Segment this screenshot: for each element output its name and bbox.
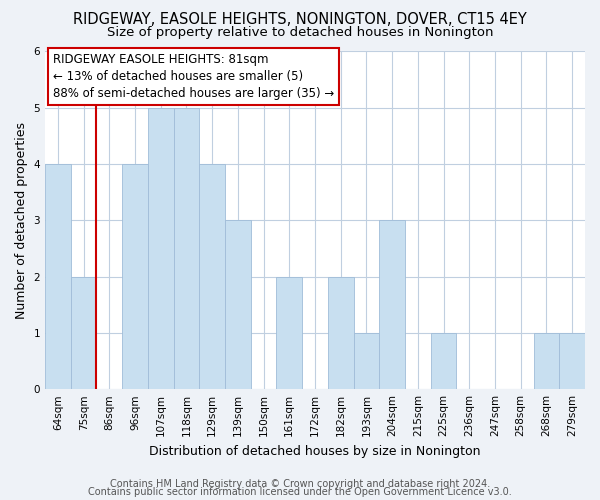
Text: RIDGEWAY, EASOLE HEIGHTS, NONINGTON, DOVER, CT15 4EY: RIDGEWAY, EASOLE HEIGHTS, NONINGTON, DOV… <box>73 12 527 28</box>
Bar <box>559 333 585 389</box>
Bar <box>199 164 225 389</box>
Bar <box>328 276 353 389</box>
Text: RIDGEWAY EASOLE HEIGHTS: 81sqm
← 13% of detached houses are smaller (5)
88% of s: RIDGEWAY EASOLE HEIGHTS: 81sqm ← 13% of … <box>53 53 334 100</box>
Text: Contains HM Land Registry data © Crown copyright and database right 2024.: Contains HM Land Registry data © Crown c… <box>110 479 490 489</box>
Bar <box>353 333 379 389</box>
Bar <box>431 333 457 389</box>
Y-axis label: Number of detached properties: Number of detached properties <box>15 122 28 319</box>
Bar <box>45 164 71 389</box>
Bar <box>71 276 97 389</box>
Bar <box>277 276 302 389</box>
Bar <box>533 333 559 389</box>
Bar <box>148 108 173 389</box>
Bar <box>122 164 148 389</box>
X-axis label: Distribution of detached houses by size in Nonington: Distribution of detached houses by size … <box>149 444 481 458</box>
Bar <box>173 108 199 389</box>
Bar <box>379 220 405 389</box>
Text: Size of property relative to detached houses in Nonington: Size of property relative to detached ho… <box>107 26 493 39</box>
Bar <box>225 220 251 389</box>
Text: Contains public sector information licensed under the Open Government Licence v3: Contains public sector information licen… <box>88 487 512 497</box>
